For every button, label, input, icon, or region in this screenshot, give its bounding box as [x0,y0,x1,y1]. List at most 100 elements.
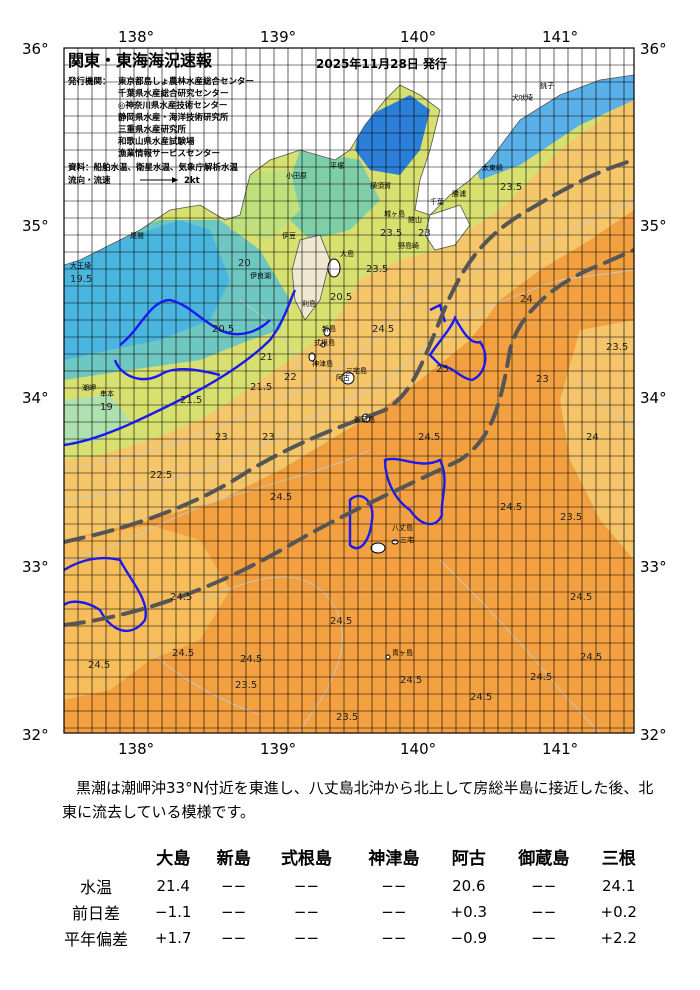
table-cell: −1.1 [155,903,192,921]
svg-text:三宅: 三宅 [400,535,414,544]
svg-text:20: 20 [238,258,251,269]
table-cell: 20.6 [452,877,486,895]
observation-table: 大島 新島 式根島 神津島 阿古 御蔵島 三根 水温 21.4 −− −− −−… [50,842,650,951]
lat-tick: 36° [640,40,667,58]
svg-text:勝浦: 勝浦 [452,189,466,198]
table-header-row: 大島 新島 式根島 神津島 阿古 御蔵島 三根 [50,842,650,873]
svg-text:23.5: 23.5 [500,182,522,193]
station-header: 新島 [216,849,251,869]
station-header: 御蔵島 [518,849,570,869]
row-label: 平年偏差 [63,930,128,949]
island-miyakejima [341,371,355,385]
lat-tick: 34° [22,389,49,407]
island-aogashima [385,654,391,660]
table-cell: +0.3 [450,903,488,921]
source-note: 資料：船舶水温、衛星水温、気象庁解析水温 [67,162,239,173]
table-row: 水温 21.4 −− −− −− 20.6 −− 24.1 [50,873,650,899]
svg-text:23: 23 [262,432,275,443]
svg-text:漁業情報サービスセンター: 漁業情報サービスセンター [118,148,220,159]
svg-text:23.5: 23.5 [366,264,388,275]
lat-tick: 32° [640,726,667,744]
table-cell: −− [221,877,247,895]
station-header: 式根島 [280,849,332,869]
lat-tick: 33° [22,558,49,576]
svg-text:八丈島: 八丈島 [392,523,413,532]
svg-text:23: 23 [418,228,431,239]
table-cell: −− [221,929,247,947]
svg-text:式根島: 式根島 [314,338,335,347]
issue-date: 2025年11月28日 発行 [316,56,447,71]
svg-text:尾鷲: 尾鷲 [130,231,144,240]
blue-contours [64,289,487,632]
table-cell: −0.9 [450,929,488,947]
svg-text:25: 25 [436,364,449,375]
table-cell: 21.4 [156,877,190,895]
svg-text:太東崎: 太東崎 [482,163,503,172]
lon-tick: 141° [542,28,578,46]
svg-text:伊豆: 伊豆 [282,231,296,240]
lon-tick: 139° [260,28,296,46]
lon-tick: 138° [118,28,154,46]
svg-text:22: 22 [284,372,297,383]
island-kozushima [308,352,316,362]
table-cell: 24.1 [602,877,636,895]
island-hachijojima [370,542,386,554]
legend-speed: 2kt [184,176,200,186]
svg-text:銚子: 銚子 [540,81,554,90]
svg-text:24.5: 24.5 [270,492,292,503]
svg-text:東京都島しょ農林水産総合センター: 東京都島しょ農林水産総合センター [118,76,254,87]
svg-text:24: 24 [586,432,599,443]
land-honshu [64,48,634,266]
lat-tick: 35° [640,217,667,235]
svg-text:23.5: 23.5 [336,712,358,723]
isotherm-labels: 19 19.5 20 20.5 21 21.5 22 22.5 23 23.5 … [70,182,628,723]
table-cell: +0.2 [600,903,637,921]
svg-text:三重県水産研究所: 三重県水産研究所 [118,124,187,135]
map-border [63,47,635,734]
table-cell: −− [293,903,320,921]
table-cell: −− [293,877,320,895]
axis-labels: 138° 139° 140° 141° 138° 139° 140° 141° … [22,28,667,758]
svg-text:21: 21 [260,352,273,363]
svg-text:24.5: 24.5 [172,648,194,659]
svg-text:24.5: 24.5 [570,592,592,603]
table-cell: +2.2 [600,929,637,947]
svg-text:千葉県水産総合研究センター: 千葉県水産総合研究センター [118,88,229,99]
lon-tick: 139° [260,740,296,758]
summary-text: 黒潮は潮岬沖33°N付近を東進し、八丈島北沖から北上して房総半島に接近した後、北… [62,776,662,824]
lat-tick: 33° [640,558,667,576]
table-cell: −− [381,929,407,947]
table-cell: +1.7 [155,929,192,947]
svg-text:青ヶ島: 青ヶ島 [392,648,413,657]
svg-text:潮岬: 潮岬 [82,383,96,392]
table-row: 前日差 −1.1 −− −− −− +0.3 −− +0.2 [50,899,650,925]
svg-text:24.5: 24.5 [530,672,552,683]
svg-text:23.5: 23.5 [606,342,628,353]
svg-text:20.5: 20.5 [212,324,234,335]
svg-text:野島崎: 野島崎 [398,241,419,250]
station-header: 三根 [601,849,636,869]
svg-text:23.5: 23.5 [560,512,582,523]
svg-text:城ヶ島: 城ヶ島 [384,209,405,218]
cold-water [64,220,230,360]
svg-text:千葉: 千葉 [430,197,444,206]
svg-text:24.5: 24.5 [330,616,352,627]
svg-text:24: 24 [520,294,533,305]
svg-text:23.5: 23.5 [235,680,257,691]
svg-text:和歌山県水産試験場: 和歌山県水産試験場 [118,136,195,147]
svg-text:利島: 利島 [302,299,316,308]
lon-tick: 141° [542,740,578,758]
lon-tick: 140° [400,740,436,758]
svg-text:発行機関：: 発行機関： [67,76,111,87]
station-header: 神津島 [368,849,420,869]
station-header: 大島 [156,849,191,869]
svg-text:神津島: 神津島 [312,359,333,368]
station-header: 阿古 [451,849,486,869]
table-cell: −− [221,903,247,921]
svg-text:大島: 大島 [340,249,354,258]
summary-paragraph: 黒潮は潮岬沖33°N付近を東進し、八丈島北沖から北上して房総半島に接近した後、北… [62,779,654,821]
table-cell: −− [293,929,320,947]
svg-text:平塚: 平塚 [330,161,344,170]
legend-flow-label: 流向・流速 [68,175,111,186]
svg-text:24.5: 24.5 [372,324,394,335]
